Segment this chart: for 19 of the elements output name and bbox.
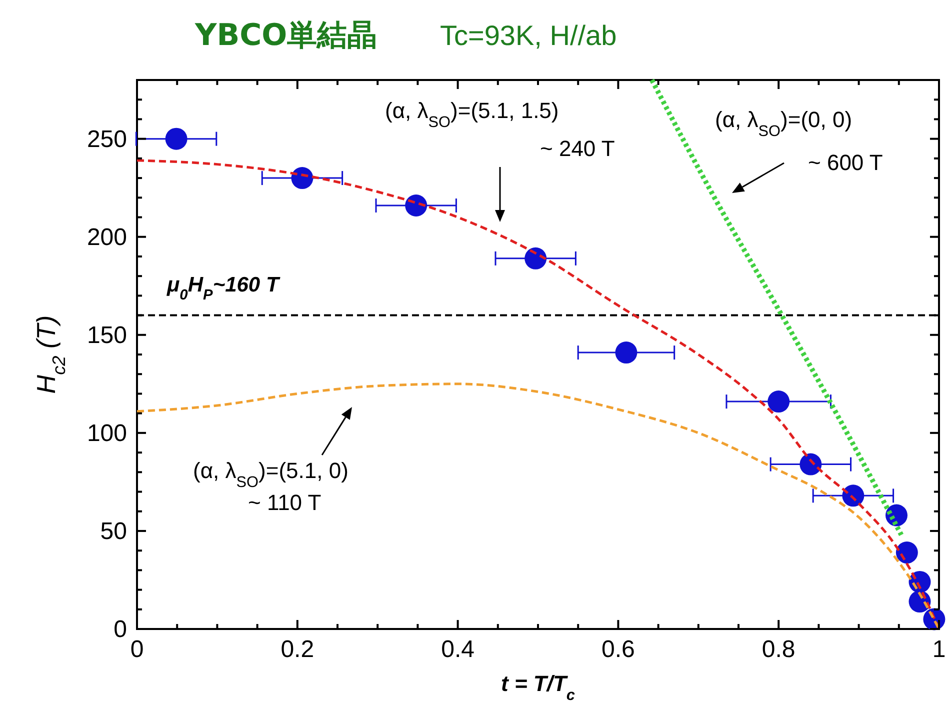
- x-tick-label: 0.6: [602, 636, 635, 663]
- annotation: (α, λ$_{SO}$)=(5.1, 1.5) ~ 240 T: [385, 98, 615, 161]
- annotation: (α, λ$_{SO}$)=(0, 0) ~ 600 T: [715, 107, 883, 175]
- y-tick-label: 150: [86, 322, 127, 349]
- y-tick-label: 200: [86, 224, 127, 251]
- y-tick-label: 250: [86, 126, 127, 153]
- ref-line-label: μ$_{0}$H$_{P}$~160 T: [166, 273, 281, 304]
- x-tick-label: 0.8: [762, 636, 796, 663]
- chart-subtitle: Tc=93K, H//ab: [440, 20, 617, 51]
- x-tick-label: 1: [932, 636, 946, 663]
- y-tick-label: 100: [86, 420, 127, 447]
- y-tick-label: 0: [114, 616, 127, 643]
- x-axis-title: t = T/T$_{c}$: [501, 671, 576, 704]
- x-tick-label: 0.4: [441, 636, 474, 663]
- chart-title: YBCO単結晶: [194, 18, 378, 53]
- x-tick-label: 0: [130, 636, 144, 663]
- y-tick-label: 50: [100, 518, 127, 545]
- x-tick-label: 0.2: [280, 636, 314, 663]
- annotation: (α, λ$_{SO}$)=(5.1, 0) ~ 110 T: [193, 458, 348, 515]
